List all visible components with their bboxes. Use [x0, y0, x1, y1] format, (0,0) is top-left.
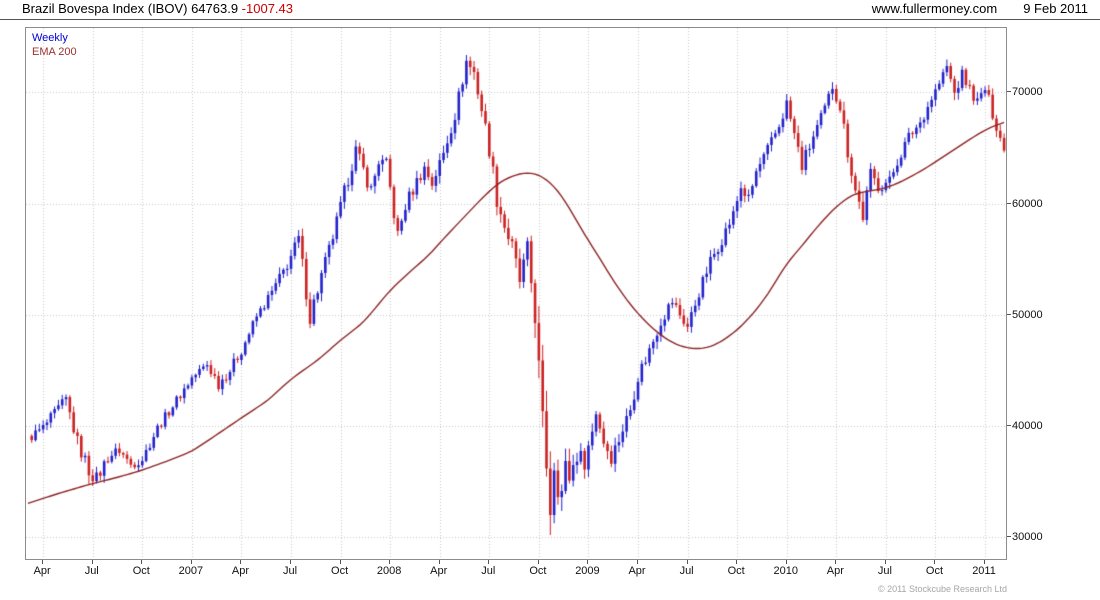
legend-weekly-label: Weekly [32, 32, 68, 44]
chart-header-right: www.fullermoney.com 9 Feb 2011 [872, 1, 1088, 16]
x-axis-tick [885, 560, 886, 564]
y-axis-tick [1007, 91, 1011, 92]
x-axis-tick [488, 560, 489, 564]
x-axis-tick [786, 560, 787, 564]
x-axis-label: 2008 [376, 565, 402, 577]
chart-header: Brazil Bovespa Index (IBOV) 64763.9 -100… [0, 0, 1100, 20]
y-axis-tick [1007, 536, 1011, 537]
x-axis-tick [42, 560, 43, 564]
x-axis-label: Jul [282, 565, 298, 577]
x-axis-tick [687, 560, 688, 564]
chart-legend: Weekly EMA 200 [32, 31, 77, 59]
x-axis-tick [736, 560, 737, 564]
x-axis-label: Apr [628, 565, 646, 577]
x-axis-label: Apr [430, 565, 448, 577]
x-axis-tick [835, 560, 836, 564]
x-axis-tick [191, 560, 192, 564]
x-axis-tick [934, 560, 935, 564]
x-axis-label: 2009 [575, 565, 600, 577]
copyright-text: © 2011 Stockcube Research Ltd [877, 584, 1007, 594]
price-change: -1007.43 [238, 1, 293, 16]
y-axis-label: 50000 [1012, 308, 1043, 321]
chart-title: Brazil Bovespa Index (IBOV) 64763.9 [22, 1, 239, 16]
x-axis-label: Oct [132, 565, 150, 577]
legend-ema-label: EMA 200 [32, 46, 77, 58]
x-axis-tick [240, 560, 241, 564]
x-axis-label: Jul [84, 565, 99, 577]
chart-plot-area: Weekly EMA 200 [25, 27, 1007, 560]
website-text: www.fullermoney.com [871, 1, 998, 16]
y-axis-label: 40000 [1012, 419, 1043, 432]
x-axis-label: Oct [727, 565, 745, 577]
x-axis-tick [141, 560, 142, 564]
y-axis-label: 30000 [1012, 530, 1043, 543]
x-axis-label: Apr [826, 565, 844, 577]
y-axis-tick [1007, 314, 1011, 315]
x-axis-tick [439, 560, 440, 564]
x-axis-label: 2011 [972, 565, 996, 577]
y-axis-tick [1007, 203, 1011, 204]
x-axis-tick [340, 560, 341, 564]
y-axis-label: 60000 [1012, 197, 1043, 210]
x-axis-label: Jul [679, 565, 694, 577]
x-axis-label: 2010 [773, 565, 798, 577]
x-axis-label: Oct [529, 565, 547, 577]
x-axis-label: Oct [925, 565, 944, 577]
x-axis-tick [637, 560, 638, 564]
x-axis-label: Jul [877, 565, 892, 577]
x-axis-tick [290, 560, 291, 564]
y-axis-tick [1007, 425, 1011, 426]
x-axis-label: 2007 [178, 565, 204, 577]
x-axis-label: Apr [231, 565, 249, 577]
chart-title-group: Brazil Bovespa Index (IBOV) 64763.9 -100… [22, 1, 293, 16]
x-axis-tick [587, 560, 588, 564]
x-axis-tick [92, 560, 93, 564]
x-axis-label: Oct [331, 565, 349, 577]
price-canvas [26, 28, 1006, 559]
y-axis-label: 70000 [1012, 86, 1043, 99]
x-axis-label: Jul [481, 565, 496, 577]
x-axis-tick [538, 560, 539, 564]
x-axis-tick [389, 560, 390, 564]
x-axis-tick [984, 560, 985, 564]
chart-date: 9 Feb 2011 [1023, 1, 1088, 16]
x-axis-label: Apr [33, 565, 51, 577]
